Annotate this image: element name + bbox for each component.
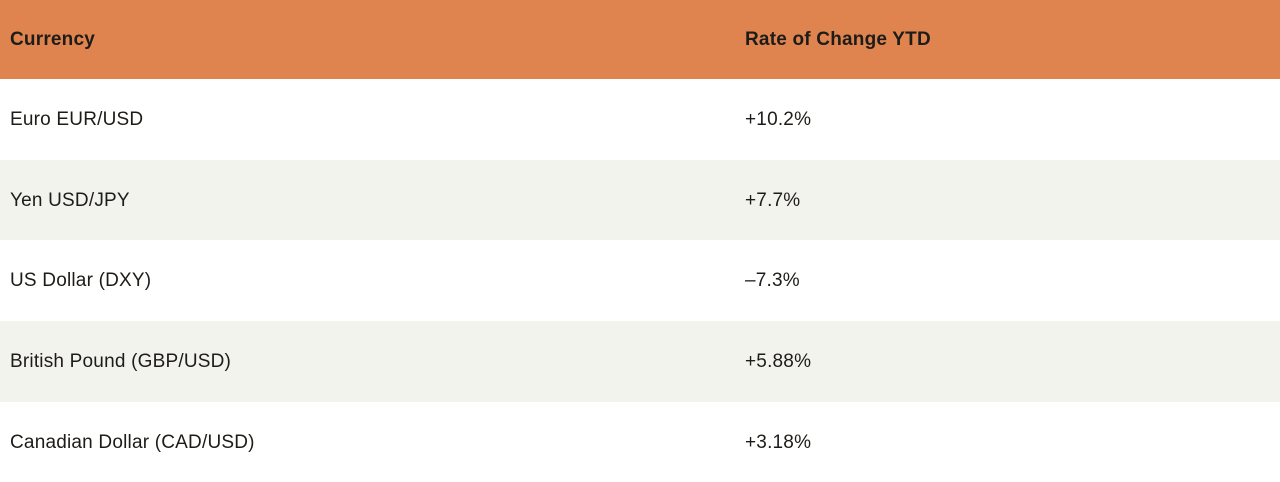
rate-cell: +5.88% bbox=[745, 351, 812, 372]
currency-cell: British Pound (GBP/USD) bbox=[10, 351, 232, 372]
column-header-currency: Currency bbox=[10, 29, 96, 50]
column-header-rate-of-change: Rate of Change YTD bbox=[745, 29, 931, 50]
currency-cell: US Dollar (DXY) bbox=[10, 270, 152, 291]
table-header-row: Currency Rate of Change YTD bbox=[0, 0, 1280, 79]
table-row-canadian-dollar: Canadian Dollar (CAD/USD) +3.18% bbox=[0, 402, 1280, 482]
table-row-yen: Yen USD/JPY +7.7% bbox=[0, 160, 1280, 240]
table-row-british-pound: British Pound (GBP/USD) +5.88% bbox=[0, 321, 1280, 402]
rate-cell: +7.7% bbox=[745, 189, 801, 211]
currency-cell: Euro EUR/USD bbox=[10, 109, 144, 130]
table-row-euro: Euro EUR/USD +10.2% bbox=[0, 79, 1280, 160]
table-row-us-dollar: US Dollar (DXY) –7.3% bbox=[0, 240, 1280, 321]
rate-cell: –7.3% bbox=[745, 270, 800, 291]
rate-cell: +10.2% bbox=[745, 109, 812, 130]
rate-cell: +3.18% bbox=[745, 431, 812, 453]
currency-cell: Canadian Dollar (CAD/USD) bbox=[10, 431, 255, 453]
currency-cell: Yen USD/JPY bbox=[10, 189, 130, 211]
